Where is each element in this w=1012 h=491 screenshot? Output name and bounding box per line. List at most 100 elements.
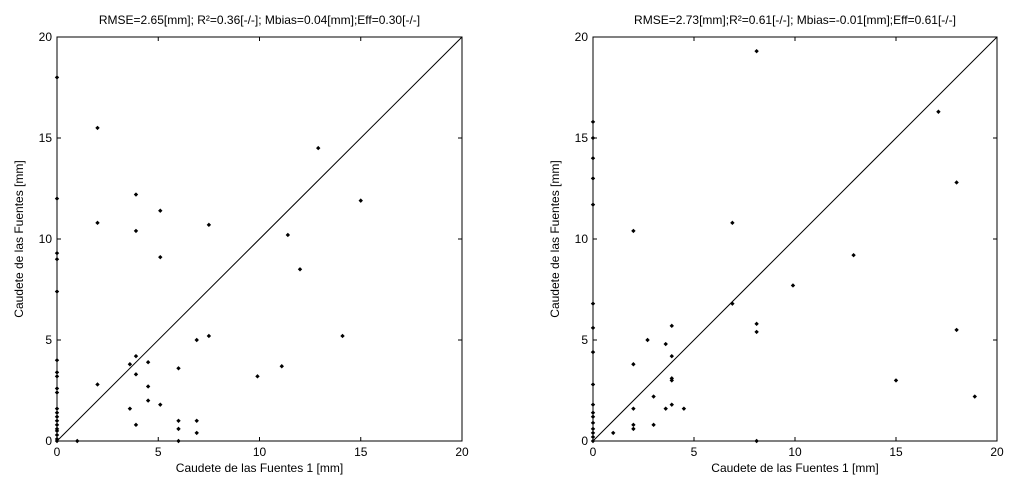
data-point [176, 366, 181, 371]
data-point [590, 426, 596, 432]
x-tick-label: 15 [354, 445, 368, 459]
data-point [663, 341, 668, 347]
data-point [954, 180, 959, 185]
y-axis-title: Caudete de las Fuentes [mm] [548, 160, 562, 317]
data-point [340, 333, 345, 339]
data-point [590, 301, 596, 306]
data-point [176, 426, 181, 432]
data-point [54, 438, 60, 444]
one-to-one-line [56, 36, 463, 442]
data-point [590, 176, 596, 181]
x-tick-label: 15 [889, 445, 903, 459]
x-tick-label: 0 [54, 445, 61, 459]
data-point [590, 119, 596, 125]
y-tick-label: 15 [575, 131, 589, 145]
data-point [611, 430, 616, 436]
data-point [893, 378, 899, 383]
data-point [730, 301, 735, 306]
data-point [54, 374, 60, 379]
x-tick-label: 10 [788, 445, 802, 459]
data-point [194, 418, 199, 423]
data-point [730, 220, 735, 226]
data-point [279, 364, 284, 369]
data-point [54, 370, 60, 375]
y-tick-label: 5 [45, 333, 52, 347]
data-point [54, 410, 60, 415]
data-point [54, 196, 60, 201]
data-point [954, 327, 959, 333]
x-tick-label: 10 [253, 445, 267, 459]
data-point [681, 406, 687, 411]
data-point [790, 283, 796, 288]
chart-title: RMSE=2.65[mm]; R²=0.36[-/-]; Mbias=0.04[… [99, 13, 420, 27]
data-point [631, 406, 636, 411]
x-tick-label: 20 [455, 445, 469, 459]
chart-title: RMSE=2.73[mm];R²=0.61[-/-]; Mbias=-0.01[… [634, 13, 956, 27]
data-point [54, 250, 60, 256]
data-point [54, 428, 60, 434]
x-axis-title: Caudete de las Fuentes 1 [mm] [711, 461, 878, 475]
data-point [95, 220, 100, 226]
data-point [669, 323, 674, 329]
data-point [194, 337, 199, 343]
data-point [206, 333, 212, 339]
chart-panel-2: 0 5 10 15 20 0 5 10 15 20 RMSE=2.73[mm];R²=0.61[-/… [548, 13, 1004, 475]
data-point [669, 353, 674, 359]
data-point [590, 382, 596, 387]
x-tick-label: 0 [590, 445, 597, 459]
data-point [936, 109, 941, 114]
data-point [145, 398, 151, 403]
data-point [176, 438, 181, 444]
y-tick-label: 0 [45, 434, 52, 448]
data-point [127, 362, 133, 367]
one-to-one-line [592, 36, 998, 442]
data-point [590, 156, 596, 161]
data-point [133, 372, 139, 377]
data-point [158, 402, 163, 407]
y-tick-label: 20 [39, 30, 53, 44]
data-point [95, 382, 100, 387]
data-point [590, 402, 596, 407]
data-point [133, 192, 139, 197]
data-point [54, 358, 60, 363]
data-point [754, 438, 759, 444]
x-tick-label: 5 [155, 445, 162, 459]
data-point [590, 202, 596, 207]
data-point [316, 145, 321, 151]
data-point [651, 394, 656, 399]
y-axis-title: Caudete de las Fuentes [mm] [12, 160, 26, 317]
data-point [590, 414, 596, 419]
data-point [754, 48, 759, 54]
data-point [145, 384, 151, 389]
x-tick-label: 20 [990, 445, 1004, 459]
data-point [590, 410, 596, 415]
data-point [631, 228, 636, 234]
data-point [631, 362, 636, 367]
data-point [285, 232, 291, 238]
data-point [133, 422, 139, 428]
y-tick-label: 0 [581, 434, 588, 448]
data-point [194, 430, 199, 436]
data-point [75, 438, 80, 444]
data-point [851, 252, 856, 258]
data-point [590, 135, 596, 141]
data-point [54, 422, 60, 428]
data-point [54, 289, 60, 294]
data-point [206, 222, 212, 228]
data-point [631, 426, 636, 432]
data-point [754, 329, 759, 335]
data-point [127, 406, 133, 411]
data-point [54, 390, 60, 395]
data-point [590, 325, 596, 331]
data-point [133, 353, 139, 359]
y-tick-label: 5 [581, 333, 588, 347]
data-point [54, 75, 60, 80]
data-point [590, 430, 596, 436]
data-point [95, 125, 100, 131]
data-point [669, 402, 674, 407]
data-point [54, 432, 60, 438]
data-point [255, 374, 260, 379]
data-point [145, 360, 151, 365]
y-tick-label: 20 [575, 30, 589, 44]
data-point [669, 378, 674, 383]
